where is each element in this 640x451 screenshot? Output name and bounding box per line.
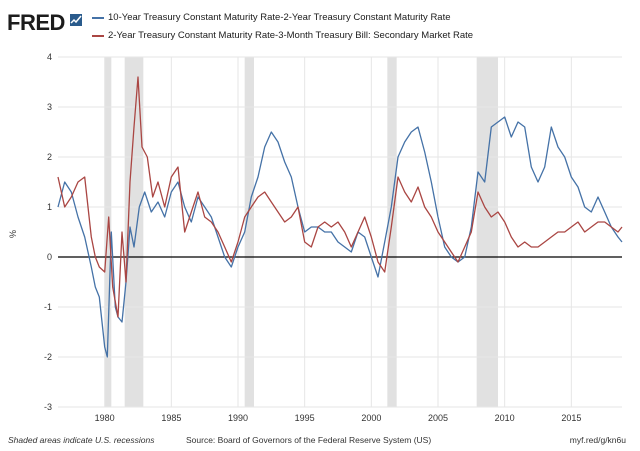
x-tick-label: 2000 [361,413,381,423]
y-tick-label: -3 [44,402,52,412]
recession-band [244,57,254,407]
y-tick-label: 1 [47,202,52,212]
y-tick-label: -1 [44,302,52,312]
source-note: Source: Board of Governors of the Federa… [186,435,432,445]
y-tick-label: 3 [47,102,52,112]
series-line-1 [57,76,623,318]
grid [58,56,622,408]
y-axis-ticks: -3 -2 -1 0 1 2 3 4 [44,52,52,412]
series-line-0 [57,116,623,358]
recession-band [124,57,144,407]
legend-label: 10-Year Treasury Constant Maturity Rate-… [108,12,451,23]
x-tick-label: 2015 [561,413,581,423]
legend-label: 2-Year Treasury Constant Maturity Rate-3… [108,30,474,41]
recession-band [387,57,397,407]
x-tick-label: 1995 [295,413,315,423]
series-lines [57,76,623,358]
chart-footer: Shaded areas indicate U.S. recessions So… [0,432,640,451]
legend-item-spread-10y-2y: 10-Year Treasury Constant Maturity Rate-… [92,12,451,23]
y-tick-label: 2 [47,152,52,162]
recession-note: Shaded areas indicate U.S. recessions [8,435,155,445]
fred-logo: FRED [7,10,65,35]
x-tick-label: 1980 [95,413,115,423]
legend-swatch-red [92,34,104,37]
legend-swatch-blue [92,16,104,19]
short-link[interactable]: myf.red/g/kn6u [569,435,626,445]
x-axis-ticks: 1980 1985 1990 1995 2000 2005 2010 2015 [95,413,582,423]
recession-shading [104,57,498,407]
x-tick-label: 1990 [228,413,248,423]
x-tick-label: 2010 [495,413,515,423]
y-tick-label: -2 [44,352,52,362]
x-tick-label: 1985 [161,413,181,423]
legend-item-spread-2y-3m: 2-Year Treasury Constant Maturity Rate-3… [92,30,473,41]
recession-band [476,57,498,407]
y-tick-label: 4 [47,52,52,62]
chart-header: FRED 10-Year Treasury Constant Maturity … [0,0,640,56]
y-tick-label: 0 [47,252,52,262]
fred-chart-icon [70,14,82,26]
x-tick-label: 2005 [428,413,448,423]
y-axis-label: % [8,229,18,238]
